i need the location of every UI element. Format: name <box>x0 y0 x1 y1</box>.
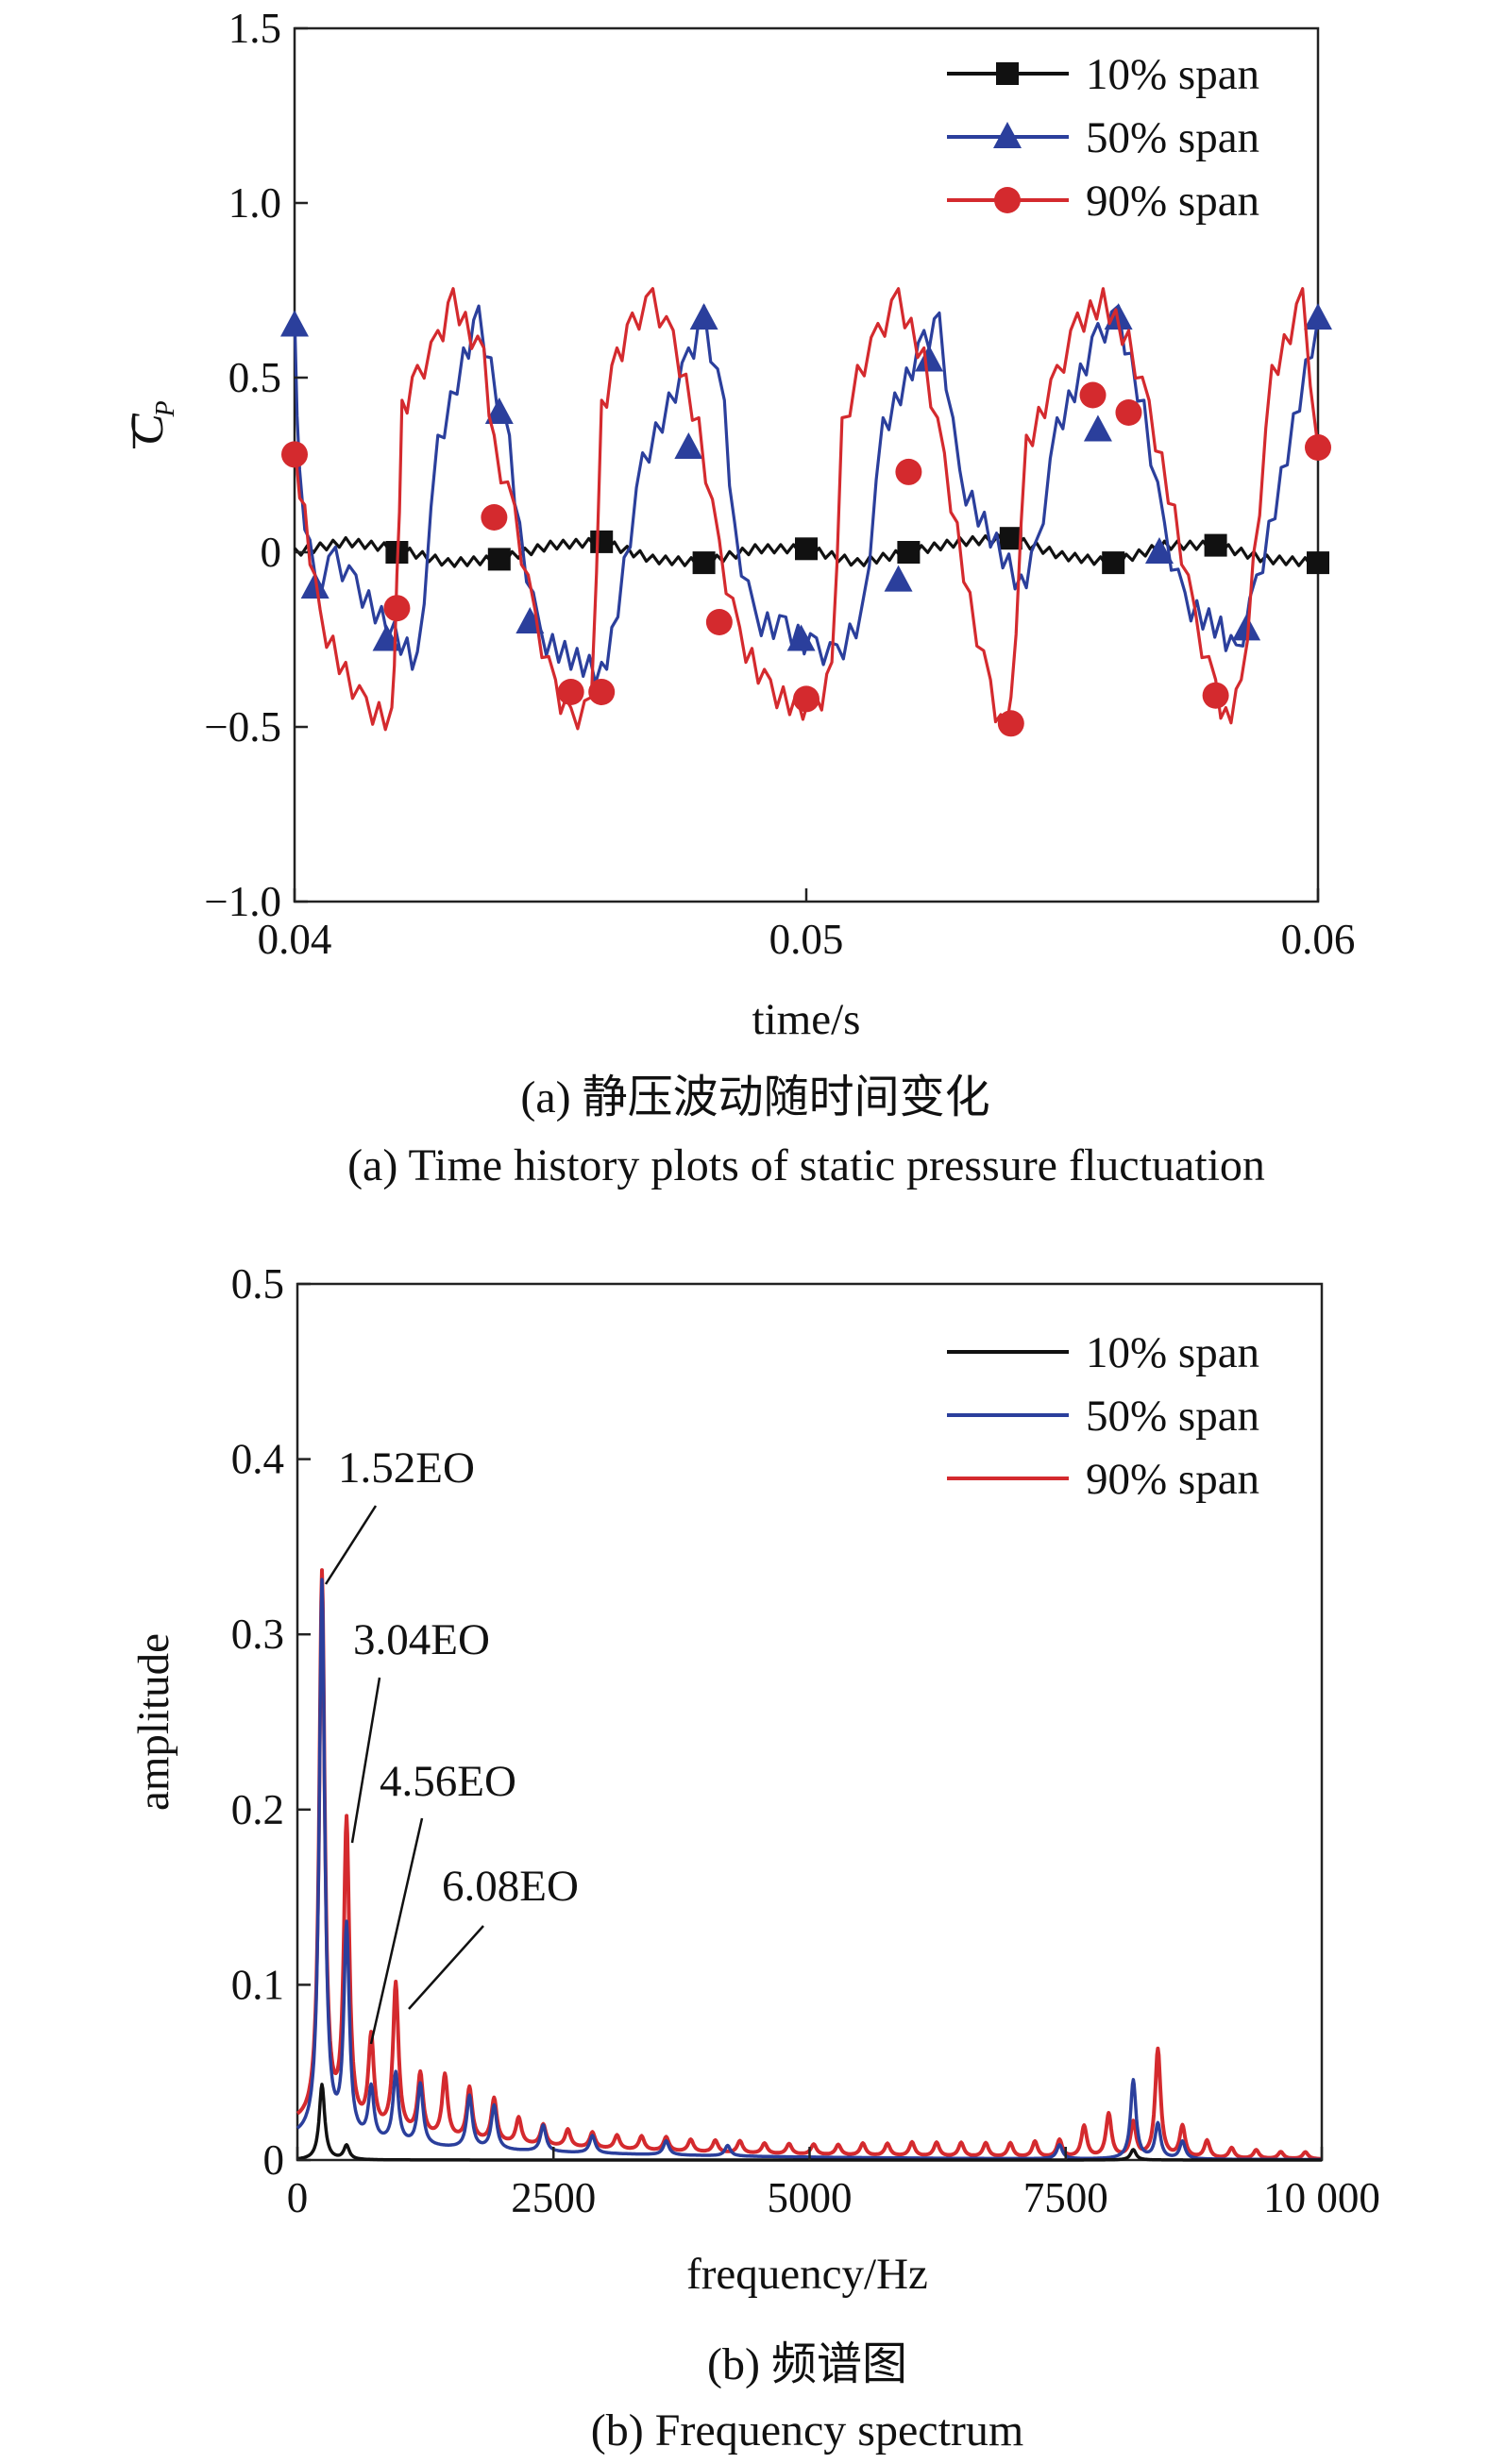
plot-a-xlabel: time/s <box>752 995 861 1044</box>
series-a-1-marker <box>484 397 514 424</box>
series-a-0-marker <box>999 527 1022 550</box>
plot-b-xtick-label: 5000 <box>768 2174 853 2221</box>
svg-text:P: P <box>151 400 180 417</box>
plot-a-xtick-label: 0.05 <box>769 916 844 963</box>
plot-a-ylabel: C P <box>120 400 180 448</box>
legend-b-2-label: 90% span <box>1086 1455 1259 1504</box>
plot-a-ytick-label: −0.5 <box>204 703 281 751</box>
series-a-2-line <box>293 287 1320 733</box>
legend-a-2-marker <box>994 187 1021 213</box>
series-a-1-marker <box>786 624 816 651</box>
panel-a-time-history: −1.0 −0.5 0 0.5 1.0 1.5 0.04 0.05 0.06 time/s C … <box>120 5 1355 1190</box>
series-a-2-marker <box>1115 399 1142 426</box>
series-a-1-marker <box>915 345 944 372</box>
annotation-leader-2 <box>369 1817 424 2045</box>
series-a-1-marker <box>280 310 309 337</box>
series-a-1-line <box>293 304 1320 685</box>
plot-a-ytick-label: 0.5 <box>228 354 281 401</box>
series-a-2-marker <box>383 595 411 622</box>
plot-a-ytick-label: 0 <box>261 529 282 576</box>
plot-b-legend: 10% span 50% span 90% span <box>947 1328 1259 1504</box>
annotation-leader-3 <box>408 1925 484 2010</box>
plot-b-ytick-label: 0.1 <box>231 1961 284 2008</box>
series-a-0-marker <box>1102 551 1125 575</box>
series-a-2-marker <box>1202 682 1229 709</box>
plot-b-ylabel: amplitude <box>129 1633 178 1811</box>
series-a-2-marker <box>793 685 820 713</box>
plot-a-ytick-label: 1.5 <box>228 5 281 52</box>
plot-b-ytick-label: 0 <box>263 2136 285 2184</box>
series-a-0-marker <box>1204 533 1227 557</box>
series-a-2-marker <box>1305 434 1331 461</box>
svg-text:C: C <box>120 413 173 446</box>
annotation-leader-0 <box>324 1505 378 1585</box>
series-a-0-marker <box>692 551 716 575</box>
plot-b-ytick-label: 0.5 <box>231 1260 284 1308</box>
plot-b-ytick-label: 0.2 <box>231 1786 284 1833</box>
legend-b-0-label: 10% span <box>1086 1328 1259 1377</box>
series-a-0-marker <box>795 537 818 561</box>
plot-b-xtick-label: 0 <box>287 2174 309 2221</box>
series-a-1-marker <box>1304 303 1332 330</box>
plot-a-ytick-label: 1.0 <box>228 179 281 227</box>
series-a-1-marker <box>689 303 718 330</box>
series-a-0-marker <box>487 548 511 571</box>
annotation-label-1: 3.04EO <box>353 1615 490 1664</box>
plot-a-xtick-label: 0.06 <box>1281 916 1356 963</box>
plot-b-xlabel: frequency/Hz <box>686 2250 928 2299</box>
plot-b-xtick-label: 7500 <box>1023 2174 1108 2221</box>
series-a-1-marker <box>884 565 913 592</box>
series-a-1-marker <box>300 572 330 599</box>
caption-a-cn: (a) 静压波动随时间变化 <box>520 1072 989 1122</box>
caption-b-en: (b) Frequency spectrum <box>591 2405 1024 2456</box>
series-a-0-marker <box>1307 551 1329 575</box>
series-a-0-marker <box>590 530 614 553</box>
series-a-2-marker <box>997 710 1024 737</box>
series-a-1-marker <box>1144 537 1174 564</box>
annotation-label-2: 4.56EO <box>380 1757 516 1806</box>
legend-a-0-marker <box>996 62 1019 85</box>
plot-b-xtick-label: 10 000 <box>1263 2174 1380 2221</box>
legend-a-0-label: 10% span <box>1086 50 1259 99</box>
annotation-leader-1 <box>350 1677 381 1844</box>
series-a-1-marker <box>674 432 703 459</box>
caption-b-cn: (b) 频谱图 <box>707 2339 907 2389</box>
plot-a-xtick-label: 0.04 <box>258 916 332 963</box>
plot-a-legend: 10% span 50% span 90% span <box>947 50 1259 226</box>
series-a-1-marker <box>1083 414 1112 442</box>
series-a-0-marker <box>897 541 921 564</box>
panel-b-frequency-spectrum: 0 0.1 0.2 0.3 0.4 0.5 0 2500 5000 7500 10 000 1.52… <box>129 1260 1380 2456</box>
legend-a-2-label: 90% span <box>1086 177 1259 226</box>
series-a-2-marker <box>557 679 584 705</box>
series-a-2-marker <box>588 679 616 705</box>
legend-a-1-marker <box>993 122 1022 148</box>
annotation-label-3: 6.08EO <box>442 1862 579 1911</box>
series-a-2-marker <box>895 458 922 485</box>
caption-a-en: (a) Time history plots of static pressur… <box>347 1140 1265 1190</box>
legend-b-1-label: 50% span <box>1086 1392 1259 1441</box>
series-a-2-marker <box>281 441 308 468</box>
series-a-2-marker <box>705 609 733 635</box>
plot-b-xtick-label: 2500 <box>511 2174 596 2221</box>
series-a-2-marker <box>481 504 508 531</box>
legend-a-1-label: 50% span <box>1086 113 1259 162</box>
plot-a-ytick-label: −1.0 <box>204 878 281 925</box>
plot-b-ytick-label: 0.4 <box>231 1436 284 1483</box>
series-a-2-marker <box>1079 381 1107 409</box>
series-a-1-marker <box>1232 614 1261 641</box>
plot-b-ytick-label: 0.3 <box>231 1611 284 1658</box>
annotation-label-0: 1.52EO <box>338 1443 475 1493</box>
